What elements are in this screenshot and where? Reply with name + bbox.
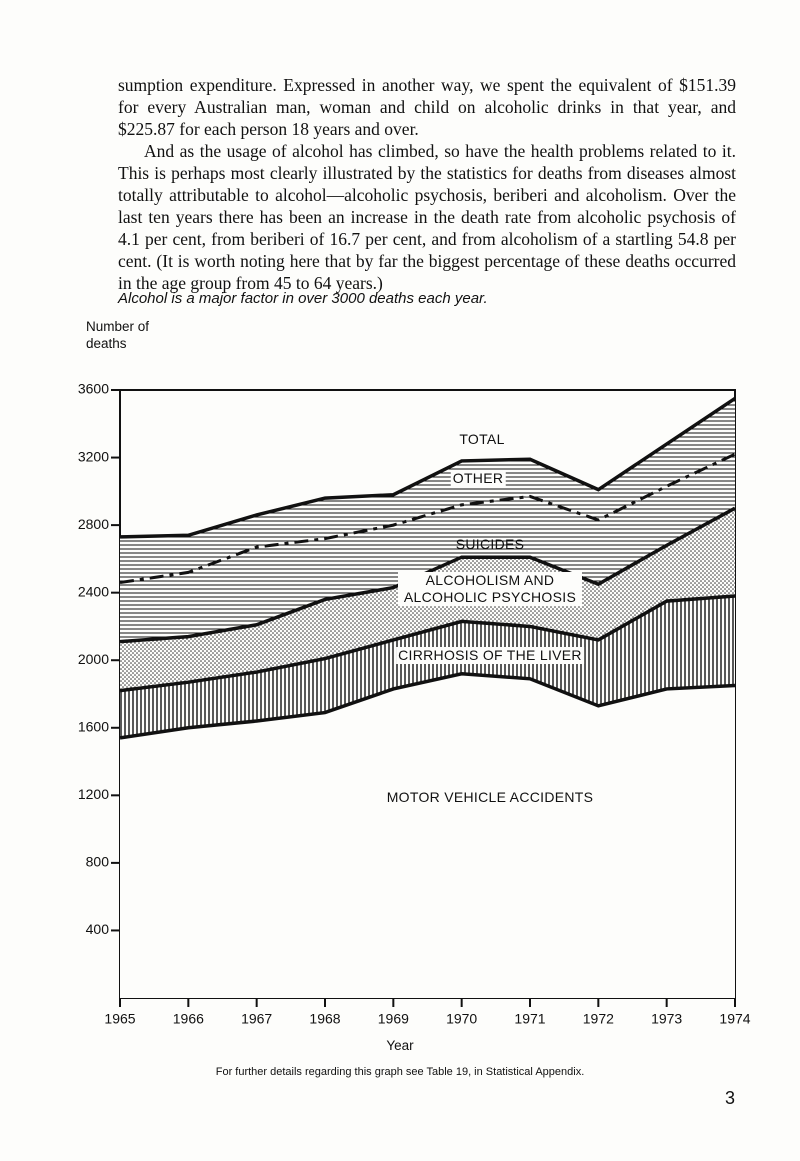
x-tick-label: 1966	[173, 1011, 204, 1027]
x-axis-label: Year	[386, 1038, 414, 1053]
series-label: OTHER	[450, 470, 506, 487]
chart-title: Alcohol is a major factor in over 3000 d…	[118, 290, 488, 307]
y-tick-label: 3200	[78, 448, 109, 464]
series-label: CIRRHOSIS OF THE LIVER	[396, 647, 584, 664]
area	[120, 596, 735, 738]
series-boundary	[119, 452, 736, 585]
series-label: ALCOHOLISM AND ALCOHOLIC PSYCHOSIS	[398, 572, 582, 606]
area	[120, 454, 735, 642]
series-label: SUICIDES	[455, 536, 525, 552]
y-tick-label: 3600	[78, 381, 109, 397]
series-boundary	[119, 396, 736, 539]
y-tick-label: 2400	[78, 583, 109, 599]
y-tick-label: 1600	[78, 718, 109, 734]
page-number: 3	[725, 1088, 736, 1108]
x-tick-label: 1968	[309, 1011, 340, 1027]
area	[120, 673, 735, 998]
y-axis-label: Number of deaths	[86, 319, 150, 351]
series-label: MOTOR VEHICLE ACCIDENTS	[386, 789, 594, 805]
x-tick-label: 1971	[514, 1011, 545, 1027]
x-tick-label: 1965	[104, 1011, 135, 1027]
x-tick-label: 1974	[719, 1011, 750, 1027]
footnote: For further details regarding this graph…	[215, 1066, 585, 1078]
series-boundary	[119, 594, 736, 693]
y-tick-label: 2000	[78, 651, 109, 667]
y-tick-label: 800	[86, 854, 110, 870]
paragraph: sumption expenditure. Expressed in anoth…	[118, 75, 736, 139]
total-label: TOTAL	[459, 431, 505, 447]
series-boundary	[119, 671, 736, 740]
y-tick-label: 2800	[78, 516, 109, 532]
x-tick-label: 1967	[241, 1011, 272, 1027]
x-tick-label: 1973	[651, 1011, 682, 1027]
y-tick-label: 400	[86, 921, 110, 937]
area	[120, 398, 735, 583]
x-tick-label: 1969	[378, 1011, 409, 1027]
paragraph: And as the usage of alcohol has climbed,…	[118, 141, 736, 293]
x-tick-label: 1972	[583, 1011, 614, 1027]
y-tick-label: 1200	[78, 786, 109, 802]
x-tick-label: 1970	[446, 1011, 477, 1027]
